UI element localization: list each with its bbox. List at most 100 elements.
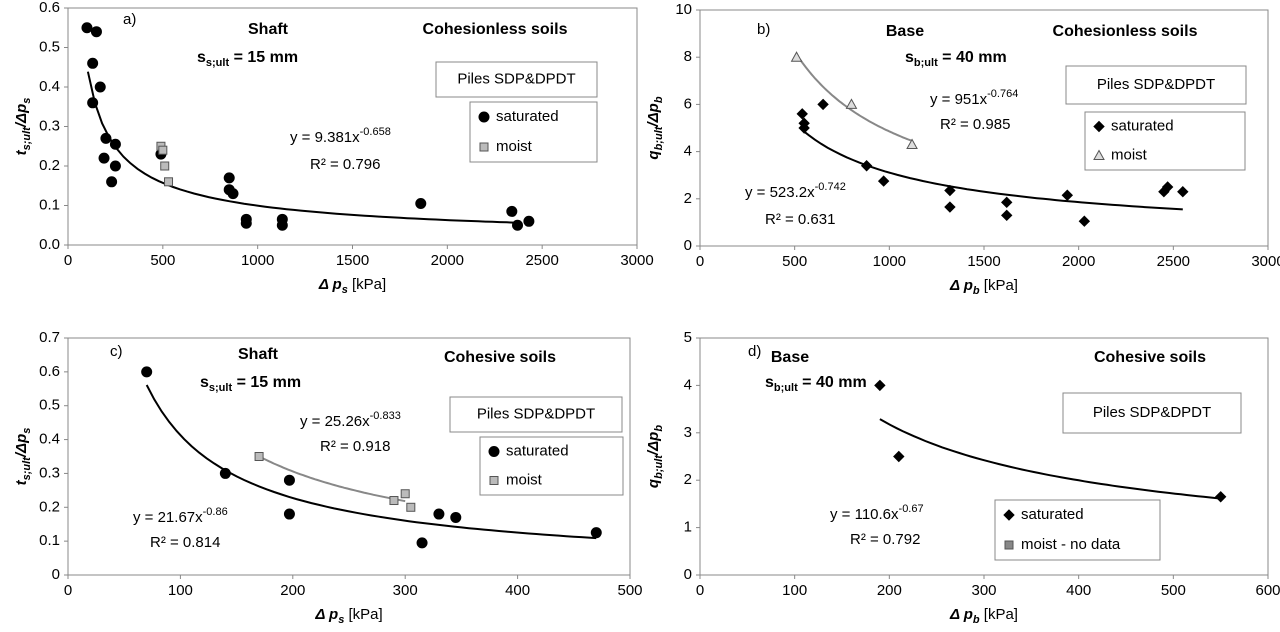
marker — [590, 527, 602, 539]
marker — [944, 201, 956, 213]
fit-curve — [258, 455, 406, 503]
marker — [790, 51, 803, 62]
panel-title: Shaft — [248, 21, 289, 38]
box-label: Piles SDP&DPDT — [1093, 404, 1211, 421]
legend-label: saturated — [496, 108, 559, 125]
marker — [877, 175, 890, 187]
y-tick-label: 0 — [684, 566, 692, 583]
x-tick-label: 400 — [1066, 582, 1091, 599]
label-part: b;ult — [653, 454, 665, 479]
marker — [512, 219, 524, 231]
label-box — [449, 396, 623, 433]
marker — [433, 508, 445, 520]
y-tick-label: 0 — [684, 237, 692, 254]
marker — [400, 489, 410, 499]
legend-marker — [489, 476, 499, 485]
label-part: s;ult — [209, 382, 233, 394]
x-tick-label: 300 — [393, 582, 418, 599]
legend-marker — [1093, 149, 1105, 160]
label-part: b;ult — [914, 57, 938, 69]
x-tick-label: 2000 — [431, 252, 464, 269]
label-part: Δ p — [314, 606, 338, 623]
legend-marker — [1003, 509, 1015, 521]
marker — [283, 508, 295, 520]
x-tick-label: 2000 — [1062, 253, 1095, 270]
y-tick-label: 4 — [684, 376, 692, 393]
marker — [944, 184, 956, 197]
label-part: s — [342, 284, 348, 296]
marker — [1177, 186, 1189, 198]
label-part: s — [200, 374, 209, 391]
y-tick-label: 10 — [675, 1, 692, 18]
label-part: s — [197, 49, 206, 66]
legend-label: saturated — [506, 442, 569, 459]
y-tick-label: 0.1 — [39, 196, 60, 213]
marker — [106, 176, 118, 188]
marker — [1001, 209, 1013, 222]
label-part: Δ p — [949, 606, 973, 623]
label-part: b — [973, 614, 980, 626]
label-part: [kPa] — [348, 276, 386, 293]
soil-type: Cohesive soils — [1094, 349, 1206, 366]
marker — [406, 502, 416, 512]
fit-r2: R² = 0.918 — [320, 438, 390, 455]
marker — [1001, 196, 1013, 209]
label-part: [kPa] — [980, 277, 1018, 294]
soil-type: Cohesionless soils — [1053, 23, 1198, 40]
equation-exponent: -0.67 — [899, 503, 924, 515]
label-part: b — [973, 285, 980, 297]
y-tick-label: 3 — [684, 424, 692, 441]
x-tick-label: 2500 — [525, 252, 558, 269]
legend-box — [469, 101, 598, 163]
label-part: s;ult — [21, 126, 33, 151]
marker — [506, 205, 518, 217]
x-tick-label: 3000 — [620, 252, 653, 269]
label-part: /Δp — [13, 434, 30, 458]
legend-box — [1084, 111, 1246, 171]
marker — [227, 188, 239, 200]
label-part: s — [338, 614, 344, 626]
soil-type: Cohesive soils — [444, 349, 556, 366]
x-tick-label: 500 — [150, 252, 175, 269]
y-tick-label: 0.6 — [39, 0, 60, 16]
marker — [906, 138, 918, 150]
y-tick-label: 0.7 — [39, 329, 60, 346]
y-tick-label: 1 — [684, 519, 692, 536]
x-tick-label: 0 — [64, 582, 72, 599]
label-part: q — [645, 479, 662, 488]
label-part: t — [13, 149, 30, 155]
label-part: = 15 mm — [229, 49, 298, 66]
x-tick-label: 400 — [505, 582, 530, 599]
marker — [798, 122, 810, 134]
equation-text: y = 523.2x — [745, 184, 815, 201]
label-part: b;ult — [774, 382, 798, 394]
equation-text: y = 9.381x — [290, 129, 360, 146]
marker — [254, 452, 264, 461]
y-tick-label: 0.1 — [39, 532, 60, 549]
legend-label: saturated — [1021, 506, 1084, 523]
fit-r2: R² = 0.814 — [150, 534, 220, 551]
label-part: b — [653, 96, 665, 103]
x-tick-label: 0 — [696, 253, 704, 270]
panel-title: Base — [771, 349, 809, 366]
x-tick-label: 1500 — [336, 252, 369, 269]
label-box — [1065, 65, 1247, 105]
y-tick-label: 0.4 — [39, 78, 60, 95]
y-tick-label: 0.0 — [39, 236, 60, 253]
panel-title: Base — [886, 23, 924, 40]
legend-label: moist — [1111, 146, 1148, 163]
marker — [415, 198, 427, 210]
fit-curve — [879, 418, 1221, 500]
marker — [219, 467, 231, 479]
plot-area — [699, 337, 1269, 576]
y-tick-label: 0.5 — [39, 397, 60, 414]
legend-marker — [479, 142, 489, 152]
equation-text: y = 110.6x — [830, 506, 899, 523]
label-part: = 40 mm — [798, 374, 867, 391]
label-part: b — [653, 425, 665, 432]
label-part: b;ult — [653, 125, 665, 150]
fit-equation: y = 110.6x-0.67 — [830, 503, 924, 523]
x-tick-label: 100 — [168, 582, 193, 599]
marker — [860, 160, 873, 172]
fit-equation: y = 951x-0.764 — [930, 88, 1018, 108]
